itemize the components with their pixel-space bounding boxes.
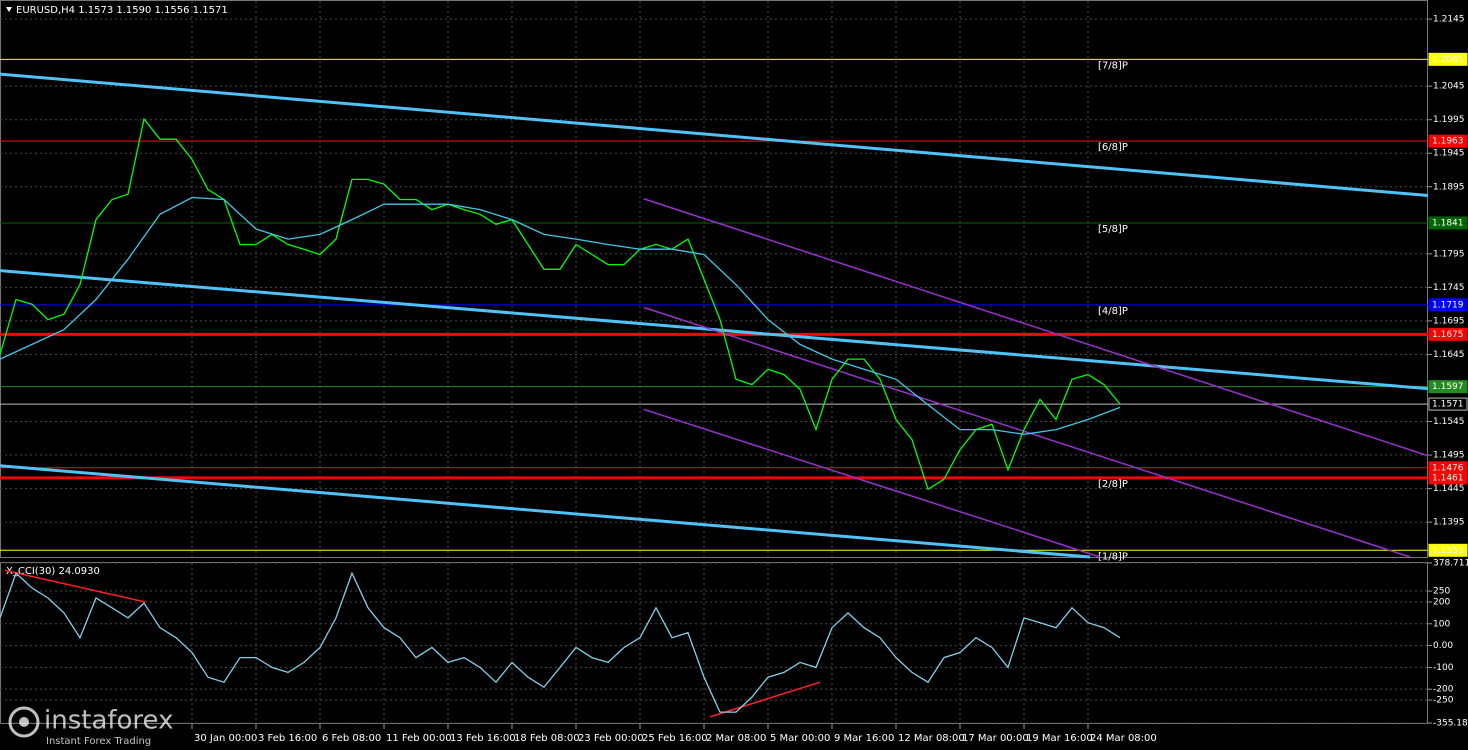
y-tick-label: 1.1395 <box>1433 518 1465 528</box>
y-tick-label: 0.00 <box>1433 641 1453 651</box>
price-box-label: 1.1597 <box>1432 382 1464 392</box>
y-tick-label: 1.1645 <box>1433 350 1465 360</box>
level-label: [7/8]P <box>1098 60 1128 71</box>
y-tick-label: 1.1495 <box>1433 451 1465 461</box>
x-tick-label: 30 Jan 00:00 <box>194 733 257 744</box>
y-tick-label: -250 <box>1433 696 1454 706</box>
level-label: [1/8]P <box>1098 551 1128 562</box>
x-tick-label: 3 Feb 16:00 <box>258 733 317 744</box>
chart-title: EURUSD,H4 1.1573 1.1590 1.1556 1.1571 <box>16 5 228 16</box>
menu-arrow <box>6 7 12 12</box>
x-tick-label: 13 Feb 16:00 <box>450 733 516 744</box>
y-tick-label: 1.1995 <box>1433 115 1465 125</box>
logo-icon-core <box>19 717 29 727</box>
level-label: [4/8]P <box>1098 306 1128 317</box>
price-box-label: 1.1841 <box>1432 218 1464 228</box>
y-tick-label: 100 <box>1433 619 1450 629</box>
level-label: [6/8]P <box>1098 142 1128 153</box>
logo-icon <box>8 706 40 738</box>
y-tick-label: 1.1545 <box>1433 417 1465 427</box>
y-tick-label: 1.2145 <box>1433 15 1465 25</box>
x-tick-label: 17 Mar 00:00 <box>962 733 1029 744</box>
logo-text: instaforex <box>44 706 173 736</box>
x-tick-label: 19 Mar 16:00 <box>1026 733 1093 744</box>
y-tick-label: 1.2045 <box>1433 82 1465 92</box>
y-tick-label: 250 <box>1433 587 1450 597</box>
series-line <box>0 196 1121 435</box>
price-box-label: 1.1719 <box>1432 300 1464 310</box>
trend-line <box>709 681 821 718</box>
price-box-label: 1.1571 <box>1432 400 1464 410</box>
price-box-label: 1.1353 <box>1432 546 1464 556</box>
x-tick-label: 5 Mar 00:00 <box>770 733 830 744</box>
x-tick-label: 2 Mar 08:00 <box>706 733 766 744</box>
x-tick-label: 6 Feb 08:00 <box>322 733 381 744</box>
x-tick-label: 12 Mar 08:00 <box>898 733 965 744</box>
y-tick-label: 1.1695 <box>1433 316 1465 326</box>
level-label: [5/8]P <box>1098 224 1128 235</box>
x-tick-label: 11 Feb 00:00 <box>386 733 452 744</box>
trend-line <box>0 464 1091 559</box>
price-box <box>1428 471 1468 485</box>
series-line <box>0 571 1121 713</box>
series-line <box>0 117 1121 491</box>
logo: instaforex Instant Forex Trading <box>8 706 173 747</box>
price-box-label: 1.1963 <box>1432 137 1464 147</box>
trend-line <box>0 72 1429 197</box>
trend-line <box>643 306 1411 558</box>
level-label: [2/8]P <box>1098 479 1128 490</box>
y-tick-label: 1.1795 <box>1433 249 1465 259</box>
price-box <box>1428 216 1468 230</box>
price-box <box>1428 397 1468 411</box>
price-box <box>1428 134 1468 148</box>
x-tick-label: 9 Mar 16:00 <box>834 733 894 744</box>
price-box <box>1428 298 1468 312</box>
cci-frame <box>0 562 1428 724</box>
price-box <box>1428 380 1468 394</box>
trend-line <box>643 198 1429 457</box>
y-tick-label: 378.7116 <box>1433 559 1468 569</box>
price-box-label: 1.1476 <box>1432 463 1464 473</box>
y-tick-label: 200 <box>1433 597 1450 607</box>
y-tick-label: -100 <box>1433 663 1454 673</box>
trend-line <box>4 569 146 603</box>
y-tick-label: 1.1945 <box>1433 149 1465 159</box>
price-box <box>1428 327 1468 341</box>
price-box <box>1428 52 1468 66</box>
y-tick-label: -200 <box>1433 685 1454 695</box>
price-box-label: 1.1675 <box>1432 330 1464 340</box>
y-tick-label: -355.1836 <box>1433 719 1468 729</box>
price-box <box>1428 543 1468 557</box>
x-tick-label: 23 Feb 00:00 <box>578 733 644 744</box>
x-tick-label: 25 Feb 16:00 <box>642 733 708 744</box>
x-tick-label: 18 Feb 08:00 <box>514 733 580 744</box>
y-tick-label: 1.1895 <box>1433 182 1465 192</box>
x-tick-label: 24 Mar 08:00 <box>1090 733 1157 744</box>
main-frame <box>0 0 1428 558</box>
price-box-label: 1.1461 <box>1432 473 1464 483</box>
y-tick-label: 1.1745 <box>1433 283 1465 293</box>
y-tick-label: 1.1445 <box>1433 484 1465 494</box>
price-box-label: 1.2085 <box>1432 55 1464 65</box>
trend-line <box>643 408 1101 558</box>
cci-title: X_CCI(30) 24.0930 <box>6 566 100 577</box>
logo-tagline: Instant Forex Trading <box>46 736 151 747</box>
